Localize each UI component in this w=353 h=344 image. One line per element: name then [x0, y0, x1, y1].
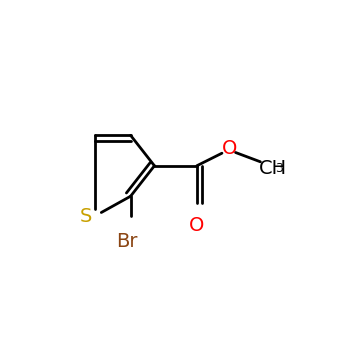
Text: 3: 3: [275, 162, 283, 175]
Text: S: S: [79, 207, 92, 226]
Text: O: O: [222, 139, 238, 158]
Text: Br: Br: [116, 232, 137, 251]
Text: O: O: [189, 216, 204, 235]
Text: CH: CH: [259, 159, 287, 178]
